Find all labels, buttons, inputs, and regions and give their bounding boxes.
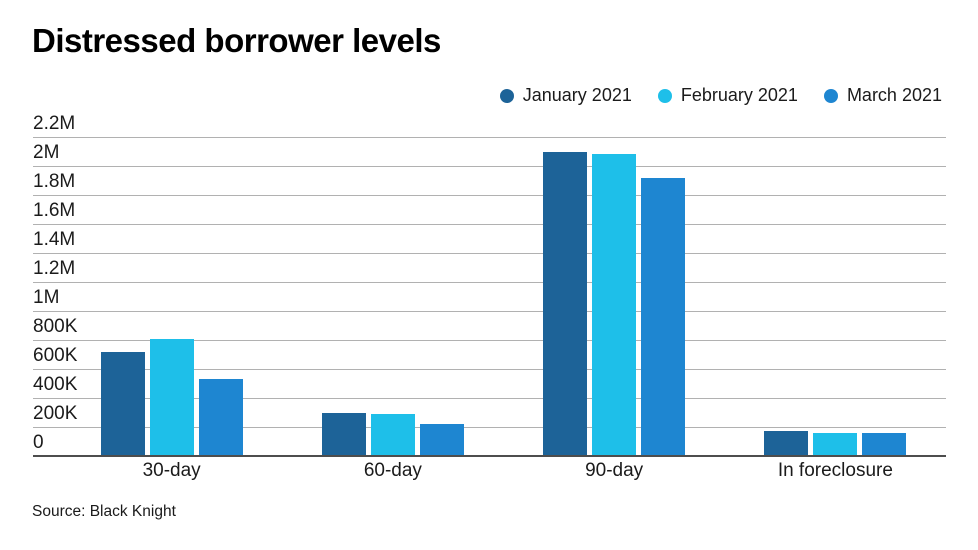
bar-february-2021-60-day xyxy=(370,413,415,456)
gridline-800K xyxy=(33,339,946,341)
x-label-60-day: 60-day xyxy=(363,460,422,481)
y-tick-label-0: 0 xyxy=(33,432,44,453)
legend-dot-february-2021 xyxy=(657,88,672,103)
gridline-200K xyxy=(33,426,946,428)
legend-item-march-2021: March 2021 xyxy=(823,85,942,106)
bar-january-2021-30-day xyxy=(100,351,145,456)
legend-dot-january-2021 xyxy=(499,88,514,103)
bar-march-2021-in-foreclosure xyxy=(862,433,907,456)
y-tick-label-1.6M: 1.6M xyxy=(33,200,76,221)
bar-group-in-foreclosure xyxy=(725,137,946,456)
y-tick-label-200K: 200K xyxy=(33,403,78,424)
bar-march-2021-30-day xyxy=(198,379,243,456)
legend-label: January 2021 xyxy=(522,85,632,105)
bar-february-2021-in-foreclosure xyxy=(813,432,858,456)
legend: January 2021 February 2021 March 2021 xyxy=(499,85,942,106)
y-tick-label-2.2M: 2.2M xyxy=(33,113,76,134)
y-tick-label-1.8M: 1.8M xyxy=(33,171,76,192)
y-tick-label-2M: 2M xyxy=(33,142,60,163)
y-tick-label-1.4M: 1.4M xyxy=(33,229,76,250)
bar-group-60-day xyxy=(282,137,503,456)
gridline-2.2M xyxy=(33,136,946,138)
x-axis-baseline xyxy=(33,455,946,457)
gridline-1.2M xyxy=(33,281,946,283)
x-axis-labels: 30-day 60-day 90-day In foreclosure xyxy=(33,460,946,482)
gridline-1.8M xyxy=(33,194,946,196)
bar-february-2021-90-day xyxy=(592,154,637,456)
x-label-30-day: 30-day xyxy=(142,460,201,481)
gridline-400K xyxy=(33,397,946,399)
x-label-90-day: 90-day xyxy=(585,460,644,481)
plot-area: 0 200K 400K 600K 800K 1M 1.2M 1.4M 1.6M 1.8M 2M 2.2… xyxy=(33,114,946,457)
x-label-in-foreclosure: In foreclosure xyxy=(777,460,893,481)
y-tick-label-800K: 800K xyxy=(33,316,78,337)
y-tick-label-1M: 1M xyxy=(33,287,60,308)
gridline-600K xyxy=(33,368,946,370)
chart-title: Distressed borrower levels xyxy=(32,22,441,59)
gridline-1.6M xyxy=(33,223,946,225)
bar-january-2021-60-day xyxy=(321,412,366,456)
bars-layer xyxy=(33,137,946,456)
bar-group-90-day xyxy=(504,137,725,456)
gridline-1M xyxy=(33,310,946,312)
legend-dot-march-2021 xyxy=(823,88,838,103)
source-note: Source: Black Knight xyxy=(32,503,176,520)
bar-february-2021-30-day xyxy=(149,338,194,456)
legend-item-february-2021: February 2021 xyxy=(657,85,798,106)
y-tick-label-400K: 400K xyxy=(33,374,78,395)
legend-item-january-2021: January 2021 xyxy=(499,85,632,106)
legend-label: February 2021 xyxy=(680,85,798,105)
y-tick-label-600K: 600K xyxy=(33,345,78,366)
legend-label: March 2021 xyxy=(846,85,942,105)
bar-january-2021-in-foreclosure xyxy=(764,431,809,456)
bar-group-30-day xyxy=(61,137,282,456)
gridline-1.4M xyxy=(33,252,946,254)
bar-march-2021-90-day xyxy=(641,177,686,456)
y-tick-label-1.2M: 1.2M xyxy=(33,258,76,279)
gridline-2M xyxy=(33,165,946,167)
bar-march-2021-60-day xyxy=(419,424,464,456)
bar-january-2021-90-day xyxy=(543,151,588,456)
